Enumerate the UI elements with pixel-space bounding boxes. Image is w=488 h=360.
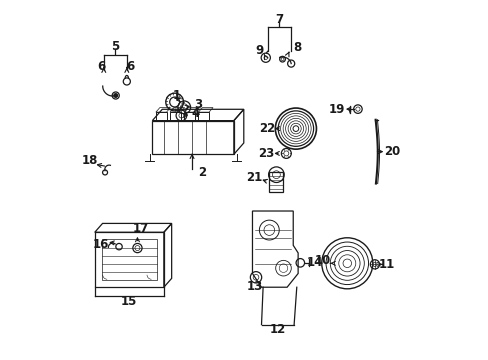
Text: 18: 18 [82, 154, 98, 167]
Circle shape [114, 94, 117, 97]
Text: 16: 16 [93, 238, 109, 251]
Text: 15: 15 [121, 295, 137, 308]
Bar [269, 172, 283, 192]
Text: 11: 11 [378, 258, 394, 271]
Text: 22: 22 [258, 122, 274, 135]
Text: 5: 5 [111, 40, 119, 53]
Text: 4: 4 [191, 107, 200, 120]
Text: 19: 19 [328, 103, 345, 116]
Text: 6: 6 [97, 60, 105, 73]
Text: 10: 10 [314, 254, 330, 267]
Text: 17: 17 [133, 222, 149, 235]
Text: 20: 20 [384, 145, 400, 158]
Text: 9: 9 [255, 44, 263, 57]
Text: 2: 2 [198, 166, 206, 179]
Text: 3: 3 [194, 98, 202, 111]
Bar [102, 239, 157, 280]
Text: 23: 23 [258, 147, 274, 160]
Text: 12: 12 [269, 323, 285, 336]
Text: 13: 13 [246, 280, 262, 293]
Text: 7: 7 [275, 13, 283, 26]
Text: 6: 6 [126, 60, 134, 73]
Text: 21: 21 [246, 171, 262, 184]
Text: 14: 14 [305, 256, 322, 269]
Text: 8: 8 [293, 41, 301, 54]
Text: 1: 1 [172, 90, 180, 103]
